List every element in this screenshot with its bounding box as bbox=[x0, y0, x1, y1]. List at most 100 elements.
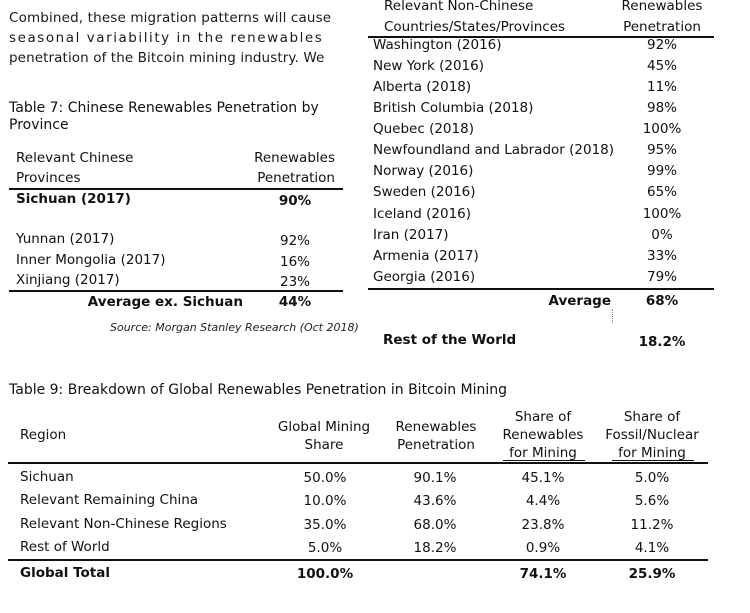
header-text: Renewables bbox=[621, 0, 703, 14]
table8-row-region: Alberta (2018) bbox=[373, 79, 472, 95]
table7-caption-line: Province bbox=[9, 117, 69, 133]
table8-average-value: 68% bbox=[645, 293, 679, 309]
table9-header-share-fossil: Share of Fossil/Nuclear for Mining bbox=[598, 408, 706, 462]
table8-row-value: 33% bbox=[646, 248, 677, 264]
table9-row-region: Relevant Remaining China bbox=[20, 492, 199, 508]
table8-header-rule bbox=[368, 36, 714, 38]
table8-row-value: 99% bbox=[646, 163, 677, 179]
table8-row-region: Iran (2017) bbox=[373, 227, 449, 243]
table8-row-value: 11% bbox=[646, 79, 677, 95]
table8-header-penetration: Renewables Penetration bbox=[612, 0, 712, 37]
table7-row-value: 16% bbox=[279, 254, 310, 270]
header-text: for Mining bbox=[618, 445, 686, 461]
table9-row-share-renewables: 45.1% bbox=[521, 470, 565, 486]
table8-row-value: 98% bbox=[646, 100, 677, 116]
paragraph-line: seasonal variability in the renewables bbox=[9, 30, 324, 46]
table7-row-value: 92% bbox=[279, 233, 310, 249]
table7-header-rule bbox=[9, 188, 343, 190]
table8-row-value: 45% bbox=[646, 58, 677, 74]
table9-header-share-renewables: Share of Renewables for Mining bbox=[493, 408, 593, 462]
header-text: Fossil/Nuclear bbox=[605, 427, 699, 443]
table9-total-share-fossil: 25.9% bbox=[628, 566, 676, 582]
header-text: Penetration bbox=[257, 170, 335, 186]
table7-average-value: 44% bbox=[278, 294, 312, 310]
table8-row-region: British Columbia (2018) bbox=[373, 100, 534, 116]
header-underline bbox=[612, 460, 694, 461]
table9-row-region: Sichuan bbox=[20, 469, 74, 485]
table8-row-region: Washington (2016) bbox=[373, 37, 502, 53]
table9-row-region: Rest of World bbox=[20, 539, 110, 555]
table8-row-region: Iceland (2016) bbox=[373, 206, 472, 222]
header-text: Penetration bbox=[623, 19, 701, 35]
table9-total-global-share: 100.0% bbox=[296, 566, 354, 582]
header-text: Global Mining bbox=[277, 419, 371, 435]
header-text: Countries/States/Provinces bbox=[384, 19, 566, 35]
header-text: Renewables bbox=[395, 419, 477, 435]
header-text: for Mining bbox=[509, 445, 577, 461]
table8-row-region: Quebec (2018) bbox=[373, 121, 474, 137]
table7-bottom-rule bbox=[9, 290, 343, 292]
table7-row-value: 23% bbox=[279, 274, 310, 290]
table9-row-renewables: 68.0% bbox=[413, 517, 457, 533]
dotted-divider bbox=[612, 309, 613, 323]
table8-row-region: Newfoundland and Labrador (2018) bbox=[373, 142, 615, 158]
table9-row-share-renewables: 23.8% bbox=[521, 517, 565, 533]
table9-row-share-renewables: 4.4% bbox=[525, 493, 561, 509]
paragraph-line: penetration of the Bitcoin mining indust… bbox=[9, 50, 325, 66]
table9-row-renewables: 18.2% bbox=[413, 540, 457, 556]
table7-row-province: Inner Mongolia (2017) bbox=[16, 252, 166, 268]
table8-row-region: Armenia (2017) bbox=[373, 248, 479, 264]
body-paragraph: Combined, these migration patterns will … bbox=[9, 8, 337, 68]
table9-caption: Table 9: Breakdown of Global Renewables … bbox=[9, 382, 508, 398]
table7-source: Source: Morgan Stanley Research (Oct 201… bbox=[110, 321, 359, 334]
table7-average-label: Average ex. Sichuan bbox=[87, 294, 243, 310]
table8-average-label: Average bbox=[548, 293, 611, 309]
header-text: Penetration bbox=[397, 437, 475, 453]
header-text: Relevant Non-Chinese bbox=[384, 0, 534, 14]
table7-row-value: 90% bbox=[278, 193, 312, 209]
table9-row-global-share: 35.0% bbox=[303, 517, 347, 533]
table8-row-value: 79% bbox=[646, 269, 677, 285]
table7-header-provinces: Relevant Chinese Provinces bbox=[16, 148, 133, 188]
table8-row-region: Sweden (2016) bbox=[373, 184, 476, 200]
rest-of-world-label: Rest of the World bbox=[383, 332, 517, 348]
table8-row-region: Norway (2016) bbox=[373, 163, 474, 179]
table9-total-share-renewables: 74.1% bbox=[519, 566, 567, 582]
table9-row-region: Relevant Non-Chinese Regions bbox=[20, 516, 227, 532]
table9-row-global-share: 5.0% bbox=[307, 540, 343, 556]
table9-header-renewables: Renewables Penetration bbox=[386, 418, 486, 454]
table7-row-province: Yunnan (2017) bbox=[16, 231, 115, 247]
paragraph-line: Combined, these migration patterns will … bbox=[9, 10, 332, 26]
table9-row-global-share: 50.0% bbox=[303, 470, 347, 486]
header-text: Provinces bbox=[16, 170, 81, 186]
table8-row-value: 65% bbox=[646, 184, 677, 200]
table9-row-share-renewables: 0.9% bbox=[525, 540, 561, 556]
table9-header-region: Region bbox=[20, 427, 67, 443]
table7-header-penetration: Renewables Penetration bbox=[240, 148, 335, 188]
table7-caption: Table 7: Chinese Renewables Penetration … bbox=[9, 100, 319, 133]
rest-of-world-value: 18.2% bbox=[638, 334, 686, 350]
table8-row-value: 100% bbox=[642, 121, 682, 137]
table8-row-value: 0% bbox=[651, 227, 673, 243]
table8-header-regions: Relevant Non-Chinese Countries/States/Pr… bbox=[384, 0, 565, 37]
table7-caption-line: Table 7: Chinese Renewables Penetration … bbox=[9, 100, 319, 116]
table8-row-region: New York (2016) bbox=[373, 58, 484, 74]
table9-row-share-fossil: 5.0% bbox=[634, 470, 670, 486]
header-text: Relevant Chinese bbox=[16, 150, 134, 166]
table9-row-renewables: 43.6% bbox=[413, 493, 457, 509]
table9-total-region: Global Total bbox=[20, 565, 110, 581]
table7-row-province: Sichuan (2017) bbox=[16, 191, 131, 207]
table8-row-value: 92% bbox=[646, 37, 677, 53]
header-text: Renewables bbox=[502, 427, 584, 443]
table9-row-share-fossil: 11.2% bbox=[630, 517, 674, 533]
header-text: Share bbox=[304, 437, 344, 453]
table9-total-rule bbox=[8, 559, 708, 561]
table9-header-global-share: Global Mining Share bbox=[272, 418, 376, 454]
table8-row-value: 95% bbox=[646, 142, 677, 158]
table9-row-share-fossil: 5.6% bbox=[634, 493, 670, 509]
table9-row-share-fossil: 4.1% bbox=[634, 540, 670, 556]
table9-header-rule bbox=[8, 462, 708, 464]
table8-bottom-rule bbox=[368, 288, 714, 290]
header-text: Share of bbox=[514, 409, 572, 425]
table7-row-province: Xinjiang (2017) bbox=[16, 272, 120, 288]
